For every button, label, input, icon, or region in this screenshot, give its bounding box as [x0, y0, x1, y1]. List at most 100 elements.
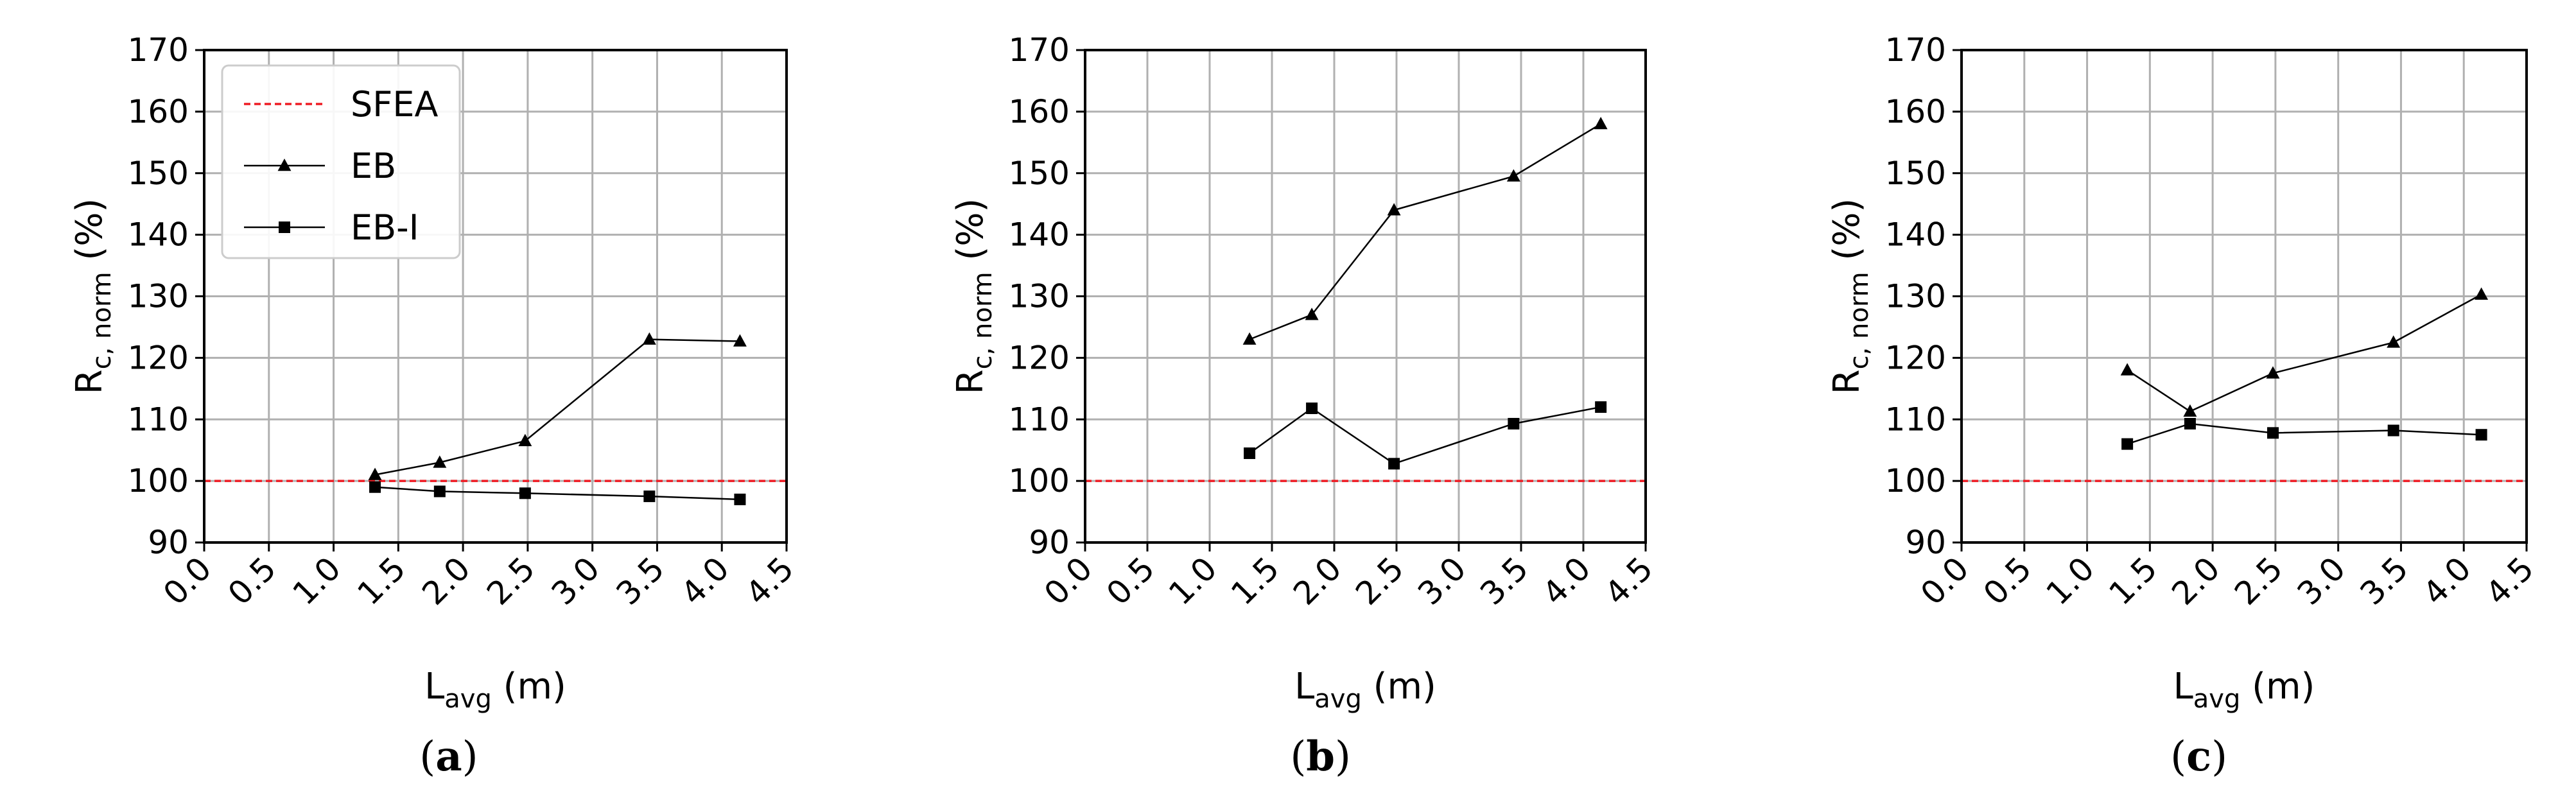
x-tick-label: 0.5 — [1976, 550, 2039, 612]
y-tick-label: 130 — [1009, 278, 1070, 315]
data-point-eb-i — [1595, 401, 1607, 413]
x-tick-label: 2.0 — [1286, 550, 1348, 612]
y-tick-label: 90 — [148, 524, 189, 561]
x-axis-label-subscript: avg — [444, 684, 492, 714]
chart-panel-b: 0.0 0.5 1.0 1.5 2.0 2.5 3.0 3.5 4.0 4.59010011012… — [950, 31, 1660, 781]
series-line-eb — [374, 338, 740, 476]
x-tick-label: 1.0 — [1162, 550, 1224, 612]
x-tick-label: 3.5 — [2353, 550, 2415, 612]
y-tick-label: 140 — [1885, 216, 1946, 254]
series-line-eb-i — [2127, 422, 2482, 445]
x-tick-label: 1.5 — [351, 550, 413, 612]
y-tick-label: 140 — [128, 216, 189, 254]
caption-letter: b — [1306, 733, 1335, 781]
caption-open-paren: ( — [419, 733, 435, 781]
x-axis-label-main: L — [424, 666, 444, 707]
data-point-eb-i — [369, 481, 381, 493]
y-axis-label: Rc, norm (%) — [1826, 198, 1874, 395]
y-tick-label: 100 — [1885, 462, 1946, 499]
x-tick-label: 1.5 — [1224, 550, 1286, 612]
y-tick-label: 160 — [128, 93, 189, 130]
caption-letter: a — [435, 733, 462, 781]
x-axis-label-subscript: avg — [1314, 684, 1362, 714]
x-tick-label: 4.5 — [2478, 550, 2541, 612]
x-tick-label: 1.5 — [2102, 550, 2164, 612]
x-tick-label: 4.0 — [1535, 550, 1597, 612]
y-axis-label-subscript: c, norm — [968, 272, 998, 369]
data-point-eb-i — [643, 490, 656, 503]
y-tick-label: 90 — [1029, 524, 1070, 561]
x-tick-label: 4.5 — [1597, 550, 1660, 612]
x-axis-label-subscript: avg — [2193, 684, 2241, 714]
x-tick-label: 4.5 — [738, 550, 801, 612]
panel-caption: (b) — [1290, 733, 1351, 781]
data-point-eb — [1242, 332, 1257, 345]
x-axis-label-unit: (m) — [1362, 666, 1436, 707]
x-tick-label: 1.0 — [2039, 550, 2102, 612]
legend-label-sfea: SFEA — [351, 84, 438, 125]
y-tick-label: 120 — [1009, 339, 1070, 376]
y-axis-label-main: R — [950, 369, 991, 394]
data-point-eb — [733, 334, 747, 347]
y-tick-label: 130 — [1885, 278, 1946, 315]
x-axis-label-main: L — [2173, 666, 2193, 707]
caption-open-paren: ( — [1290, 733, 1306, 781]
data-point-eb — [433, 455, 447, 468]
y-tick-label: 150 — [1009, 155, 1070, 192]
y-tick-label: 160 — [1885, 93, 1946, 130]
caption-open-paren: ( — [2170, 733, 2186, 781]
y-tick-label: 120 — [1885, 339, 1946, 376]
x-tick-label: 3.5 — [1473, 550, 1535, 612]
plot-frame — [1084, 49, 1647, 544]
y-tick-label: 140 — [1009, 216, 1070, 254]
data-point-eb — [1387, 203, 1401, 216]
legend-marker-eb-i — [279, 221, 290, 233]
y-axis-label: Rc, norm (%) — [950, 198, 998, 395]
data-point-eb-i — [433, 485, 446, 498]
x-tick-label: 4.0 — [674, 550, 736, 612]
data-point-eb-i — [1388, 458, 1400, 470]
data-point-eb-i — [2475, 429, 2487, 441]
x-tick-label: 3.0 — [2290, 550, 2353, 612]
y-tick-label: 170 — [1009, 31, 1070, 69]
plot-frame — [203, 49, 788, 544]
data-point-eb-i — [519, 487, 531, 499]
y-tick-label: 100 — [1009, 462, 1070, 499]
x-tick-label: 2.0 — [415, 550, 477, 612]
panel-caption: (a) — [419, 733, 478, 781]
x-tick-label: 3.5 — [609, 550, 672, 612]
data-point-eb — [2475, 287, 2489, 300]
data-point-eb-i — [1244, 447, 1256, 459]
y-tick-label: 100 — [128, 462, 189, 499]
legend: SFEA EB EB-I — [221, 64, 461, 259]
y-tick-label: 150 — [128, 155, 189, 192]
chart-panel-c: 0.0 0.5 1.0 1.5 2.0 2.5 3.0 3.5 4.0 4.59010011012… — [1826, 31, 2541, 781]
x-tick-label: 1.0 — [286, 550, 348, 612]
x-tick-label: 2.5 — [1348, 550, 1411, 612]
x-tick-label: 2.5 — [2227, 550, 2290, 612]
series-line-eb-i — [1249, 406, 1601, 465]
chart-panel-a: 0.0 0.5 1.0 1.5 2.0 2.5 3.0 3.5 4.0 4.59010011012… — [69, 31, 801, 781]
x-tick-label: 4.0 — [2415, 550, 2478, 612]
panel-caption: (c) — [2170, 733, 2227, 781]
x-axis-label-unit: (m) — [492, 666, 566, 707]
x-tick-label: 2.0 — [2164, 550, 2227, 612]
data-point-eb — [1594, 117, 1608, 130]
data-point-eb — [2120, 363, 2134, 376]
y-tick-label: 170 — [128, 31, 189, 69]
series-line-eb — [2127, 293, 2482, 413]
x-tick-label: 3.0 — [1411, 550, 1473, 612]
y-tick-label: 150 — [1885, 155, 1946, 192]
data-point-eb — [518, 433, 532, 447]
y-tick-label: 170 — [1885, 31, 1946, 69]
y-axis-label-subscript: c, norm — [1845, 272, 1874, 369]
y-axis-label-unit: (%) — [69, 198, 110, 272]
data-point-eb-i — [1306, 402, 1318, 414]
series-line-eb — [1249, 123, 1601, 340]
caption-close-paren: ) — [1335, 733, 1351, 781]
y-axis-label-unit: (%) — [1826, 198, 1868, 272]
caption-letter: c — [2186, 733, 2211, 781]
legend-label-eb-i: EB-I — [351, 207, 419, 248]
data-point-eb-i — [2387, 424, 2399, 437]
